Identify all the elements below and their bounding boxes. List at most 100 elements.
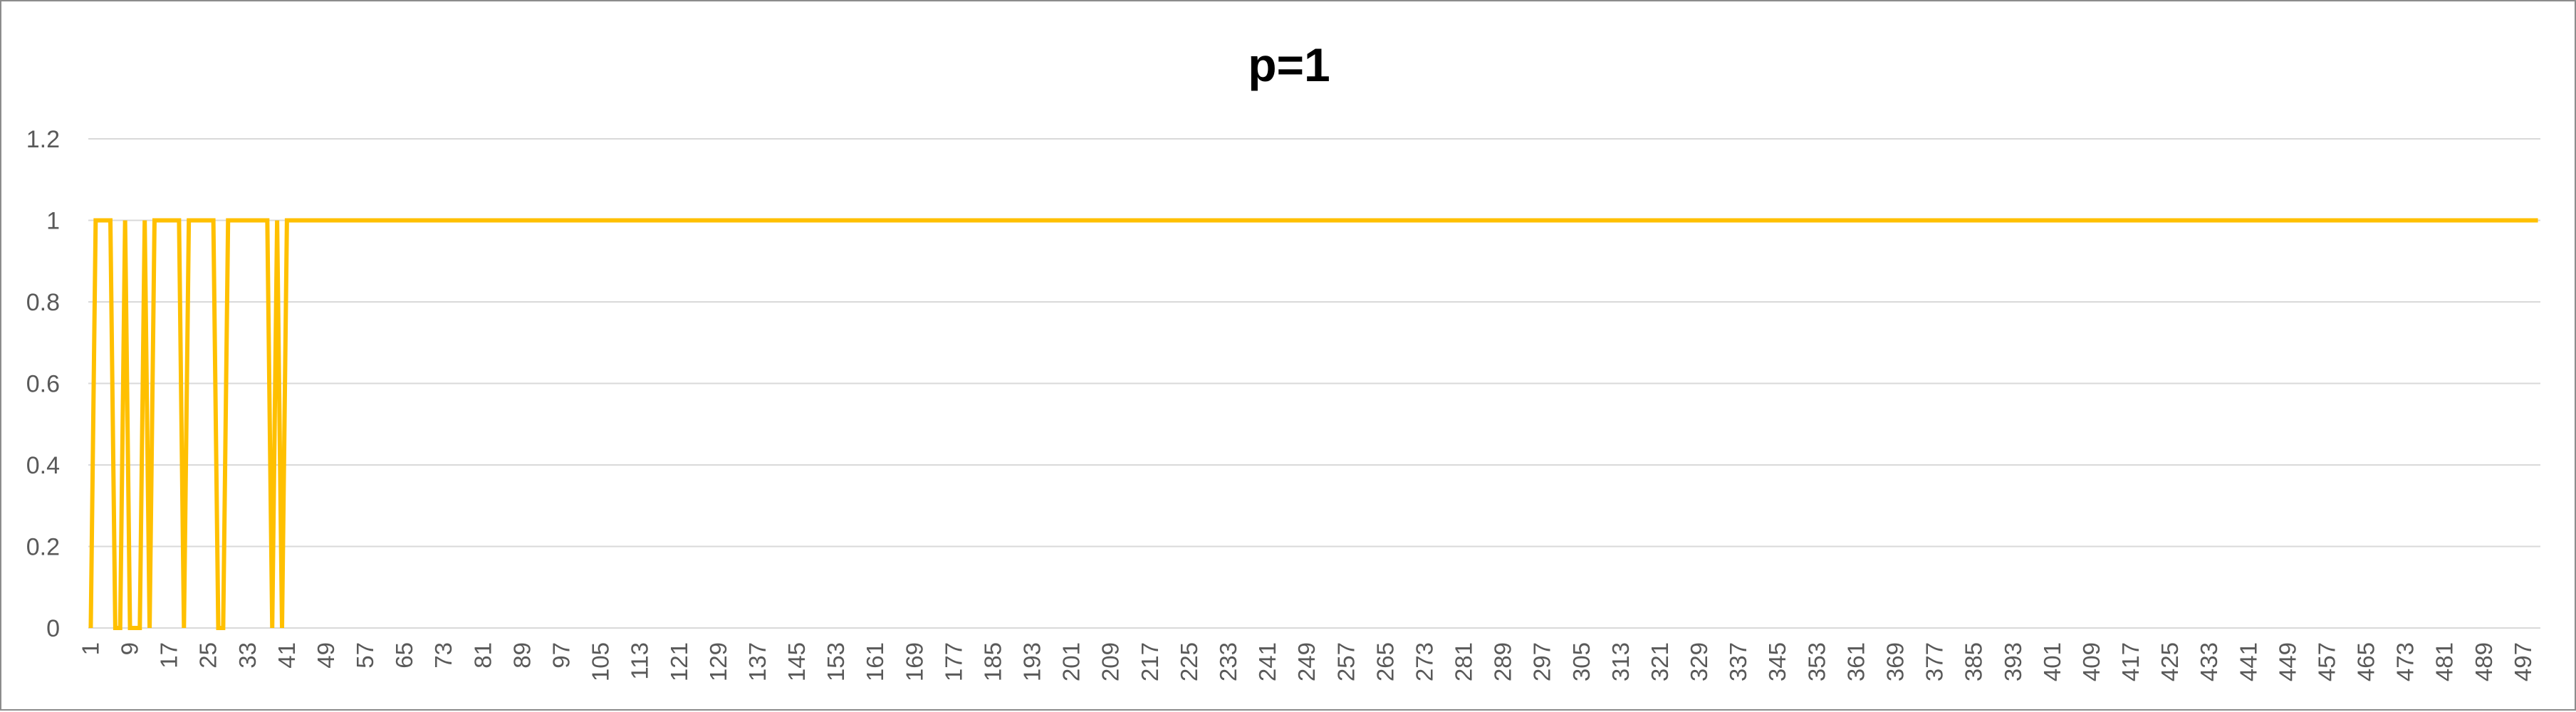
x-tick-label: 361 [1842, 642, 1869, 681]
data-point [1045, 219, 1048, 222]
data-point [2355, 219, 2358, 222]
data-point [1281, 219, 1284, 222]
data-point [1550, 219, 1553, 222]
data-point [2379, 219, 2382, 222]
data-point [1472, 219, 1475, 222]
x-tick-label: 225 [1176, 642, 1202, 681]
data-point [1212, 219, 1215, 222]
data-point [2262, 219, 2265, 222]
data-point [1909, 219, 1912, 222]
data-point [595, 219, 598, 222]
data-point [1404, 219, 1407, 222]
data-point [957, 219, 960, 222]
data-point [2022, 219, 2025, 222]
data-point [437, 219, 440, 222]
data-point [688, 219, 691, 222]
data-point [899, 219, 902, 222]
data-point [796, 219, 798, 222]
x-tick-label: 113 [627, 642, 653, 680]
data-point [133, 627, 136, 629]
data-point [2179, 219, 2181, 222]
data-point [1340, 219, 1342, 222]
data-point [2316, 219, 2319, 222]
data-point [1178, 219, 1181, 222]
data-point [168, 219, 171, 222]
x-tick-label: 497 [2510, 642, 2536, 681]
data-point [2056, 219, 2059, 222]
data-point [1090, 219, 1093, 222]
data-point [212, 219, 215, 222]
data-point [2051, 219, 2054, 222]
data-point [2218, 219, 2221, 222]
data-point [1987, 219, 1990, 222]
data-point [766, 219, 769, 222]
data-point [614, 219, 617, 222]
data-point [354, 219, 357, 222]
data-point [653, 219, 656, 222]
data-point [2444, 219, 2446, 222]
data-point [1276, 219, 1279, 222]
data-point [1825, 219, 1828, 222]
x-tick-label: 305 [1568, 642, 1595, 681]
data-point [2026, 219, 2029, 222]
data-point [1384, 219, 1387, 222]
data-point [158, 219, 161, 222]
data-point [1899, 219, 1902, 222]
data-point [570, 219, 573, 222]
data-point [1325, 219, 1328, 222]
chart-title: p=1 [1248, 38, 1330, 91]
data-point [683, 219, 686, 222]
data-point [1679, 219, 1681, 222]
data-point [864, 219, 867, 222]
x-tick-label: 409 [2078, 642, 2105, 681]
data-point [2374, 219, 2377, 222]
data-point [1419, 219, 1422, 222]
data-point [943, 219, 946, 222]
data-point [296, 219, 298, 222]
data-point [2070, 219, 2073, 222]
x-tick-label: 377 [1921, 642, 1948, 681]
data-point [2306, 219, 2309, 222]
data-point [467, 219, 470, 222]
data-point [761, 219, 764, 222]
x-tick-label: 481 [2431, 642, 2458, 681]
data-point [1463, 219, 1466, 222]
data-point [771, 219, 774, 222]
data-point [1649, 219, 1652, 222]
x-tick-label: 473 [2392, 642, 2419, 681]
data-point [1036, 219, 1038, 222]
data-point [2434, 219, 2436, 222]
data-point [2463, 219, 2466, 222]
data-point [187, 219, 190, 222]
data-point [388, 219, 391, 222]
data-point [1516, 219, 1519, 222]
data-point [384, 219, 387, 222]
y-tick-label: 0.2 [26, 534, 60, 561]
data-point [2154, 219, 2157, 222]
x-tick-label: 9 [117, 642, 143, 655]
data-point [644, 219, 647, 222]
data-point [379, 219, 382, 222]
data-point [1531, 219, 1534, 222]
data-point [2090, 219, 2093, 222]
x-tick-label: 217 [1137, 642, 1163, 681]
data-point [1815, 219, 1818, 222]
x-tick-label: 345 [1764, 642, 1790, 681]
data-point [928, 219, 931, 222]
data-point [1982, 219, 1985, 222]
data-point [2424, 219, 2426, 222]
data-point [335, 219, 338, 222]
x-tick-label: 297 [1529, 642, 1555, 681]
data-point [894, 219, 897, 222]
data-point [2139, 219, 2142, 222]
data-point [1414, 219, 1417, 222]
data-point [2449, 219, 2451, 222]
data-point [1894, 219, 1897, 222]
data-point [2404, 219, 2407, 222]
data-point [1801, 219, 1804, 222]
data-point [1963, 219, 1966, 222]
data-point [163, 219, 166, 222]
x-tick-label: 241 [1254, 642, 1281, 681]
data-point [2277, 219, 2280, 222]
